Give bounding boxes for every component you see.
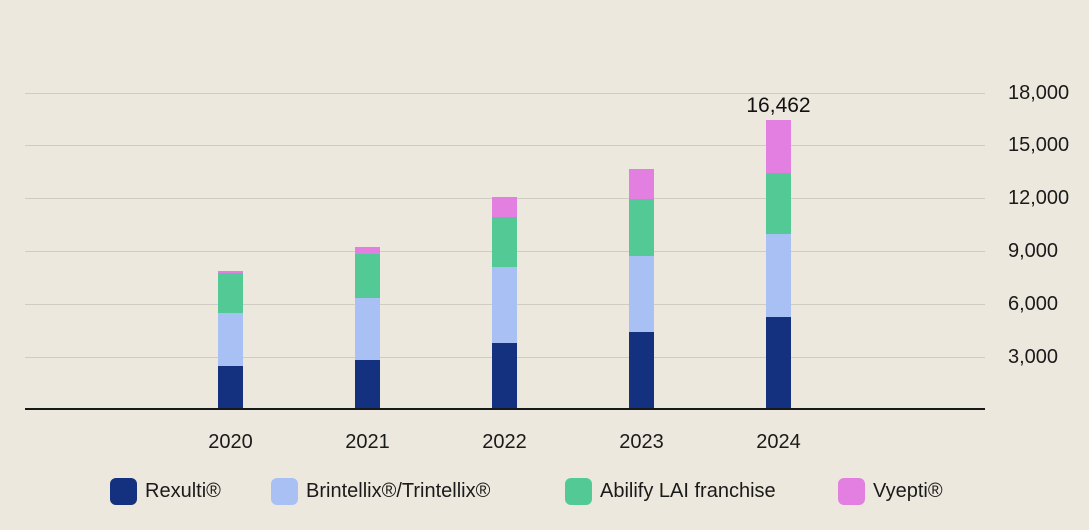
legend-swatch-brintellix-icon bbox=[271, 477, 298, 505]
bar-segment-2024 bbox=[766, 234, 791, 318]
bar-segment-2023 bbox=[629, 255, 654, 332]
bar-2024 bbox=[766, 119, 791, 410]
legend-swatch-abilify-icon bbox=[565, 477, 592, 505]
y-axis-tick-label: 15,000 bbox=[1008, 134, 1070, 157]
bar-segment-2021 bbox=[355, 254, 380, 298]
bar-segment-2021 bbox=[355, 247, 380, 255]
bar-2022 bbox=[492, 197, 517, 410]
bar-segment-2022 bbox=[492, 267, 517, 343]
total-value-label-2024: 16,462 bbox=[746, 93, 811, 117]
legend-swatch-vyepti-icon bbox=[838, 477, 865, 505]
legend-label-rexulti: Rexulti® bbox=[145, 480, 221, 502]
bar-segment-2023 bbox=[629, 169, 654, 200]
gridline bbox=[25, 92, 985, 94]
bar-segment-2020 bbox=[218, 272, 243, 313]
bar-2023 bbox=[629, 169, 654, 410]
bar-segment-2020 bbox=[218, 270, 243, 273]
legend-item-brintellix: Brintellix®/Trintellix® bbox=[271, 477, 490, 505]
bar-segment-2024 bbox=[766, 172, 791, 235]
gridline bbox=[25, 145, 985, 147]
bar-segment-2021 bbox=[355, 297, 380, 361]
bar-segment-2024 bbox=[766, 317, 791, 410]
x-axis-label-2022: 2022 bbox=[482, 431, 527, 453]
bar-2020 bbox=[218, 270, 243, 410]
bar-segment-2020 bbox=[218, 365, 243, 410]
y-axis-tick-label: 6,000 bbox=[1008, 293, 1059, 316]
bar-segment-2024 bbox=[766, 119, 791, 173]
legend-swatch-rexulti-icon bbox=[110, 477, 137, 505]
x-axis-label-2023: 2023 bbox=[619, 431, 664, 453]
legend-item-vyepti: Vyepti® bbox=[838, 477, 943, 505]
legend-item-rexulti: Rexulti® bbox=[110, 477, 221, 505]
y-axis-tick-label: 9,000 bbox=[1008, 240, 1059, 263]
bar-segment-2021 bbox=[355, 360, 380, 410]
x-axis-label-2020: 2020 bbox=[208, 431, 253, 453]
x-axis-line bbox=[25, 408, 985, 410]
x-axis-label-2024: 2024 bbox=[756, 431, 801, 453]
bar-segment-2020 bbox=[218, 312, 243, 366]
legend-label-abilify: Abilify LAI franchise bbox=[600, 480, 776, 502]
bar-segment-2022 bbox=[492, 197, 517, 217]
bar-segment-2023 bbox=[629, 199, 654, 256]
legend-label-vyepti: Vyepti® bbox=[873, 480, 943, 502]
y-axis-tick-label: 12,000 bbox=[1008, 187, 1070, 210]
legend-item-abilify: Abilify LAI franchise bbox=[565, 477, 776, 505]
bar-segment-2022 bbox=[492, 342, 517, 410]
y-axis-tick-label: 3,000 bbox=[1008, 346, 1059, 369]
legend-label-brintellix: Brintellix®/Trintellix® bbox=[306, 480, 491, 502]
y-axis-tick-label: 18,000 bbox=[1008, 81, 1070, 104]
bar-segment-2022 bbox=[492, 216, 517, 268]
bar-2021 bbox=[355, 247, 380, 410]
x-axis-label-2021: 2021 bbox=[345, 431, 390, 453]
bar-segment-2023 bbox=[629, 331, 654, 410]
